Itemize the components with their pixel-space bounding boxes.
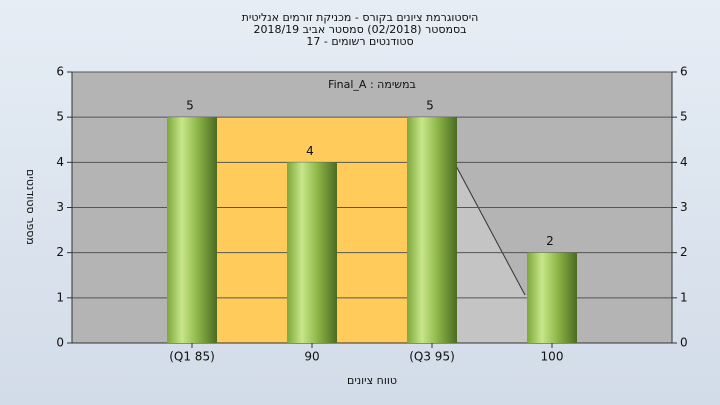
y-tick-label: 4 <box>56 155 64 169</box>
bar <box>287 162 337 343</box>
y2-tick-label: 5 <box>680 110 688 124</box>
y2-tick-label: 6 <box>680 65 688 79</box>
y2-tick-label: 4 <box>680 155 688 169</box>
bar <box>167 117 217 344</box>
value-label: 5 <box>426 99 434 113</box>
value-label: 4 <box>306 144 314 158</box>
bar <box>527 252 577 343</box>
y2-tick-label: 0 <box>680 336 688 350</box>
y-axis-label: מספר סטודנטים <box>24 169 37 245</box>
y-tick-label: 1 <box>56 290 64 304</box>
value-label: 2 <box>546 234 554 248</box>
y2-tick-label: 3 <box>680 200 688 214</box>
x-tick-label: (Q1 85) <box>169 350 215 364</box>
value-label: 5 <box>186 99 194 113</box>
chart-subtitle: סטודנטים רשומים - 17 <box>306 35 413 48</box>
x-tick-label: 90 <box>304 350 319 364</box>
x-axis-label: טווח ציונים <box>347 374 397 387</box>
chart-subtitle: בסמסטר (02/2018) סמסטר אביב 2018/19 <box>253 23 466 36</box>
x-tick-label: (Q3 95) <box>409 350 455 364</box>
y-tick-label: 6 <box>56 65 64 79</box>
y-tick-label: 3 <box>56 200 64 214</box>
y-tick-label: 2 <box>56 245 64 259</box>
chart-title: היסטוגרמת ציונים בקורס - מכניקת זורמים א… <box>242 11 479 24</box>
y2-tick-label: 2 <box>680 245 688 259</box>
annotation: במשימה : Final_A <box>328 78 416 91</box>
y2-tick-label: 1 <box>680 290 688 304</box>
y-tick-label: 5 <box>56 110 64 124</box>
tail-line <box>453 161 526 296</box>
plot: 0 0 1 1 2 2 3 3 4 4 5 5 6 6 (Q1 85) 5 90 4 (Q3 95) 5 100 2 <box>56 65 687 364</box>
x-tick-label: 100 <box>541 350 564 364</box>
bar <box>407 117 457 344</box>
y-tick-label: 0 <box>56 336 64 350</box>
